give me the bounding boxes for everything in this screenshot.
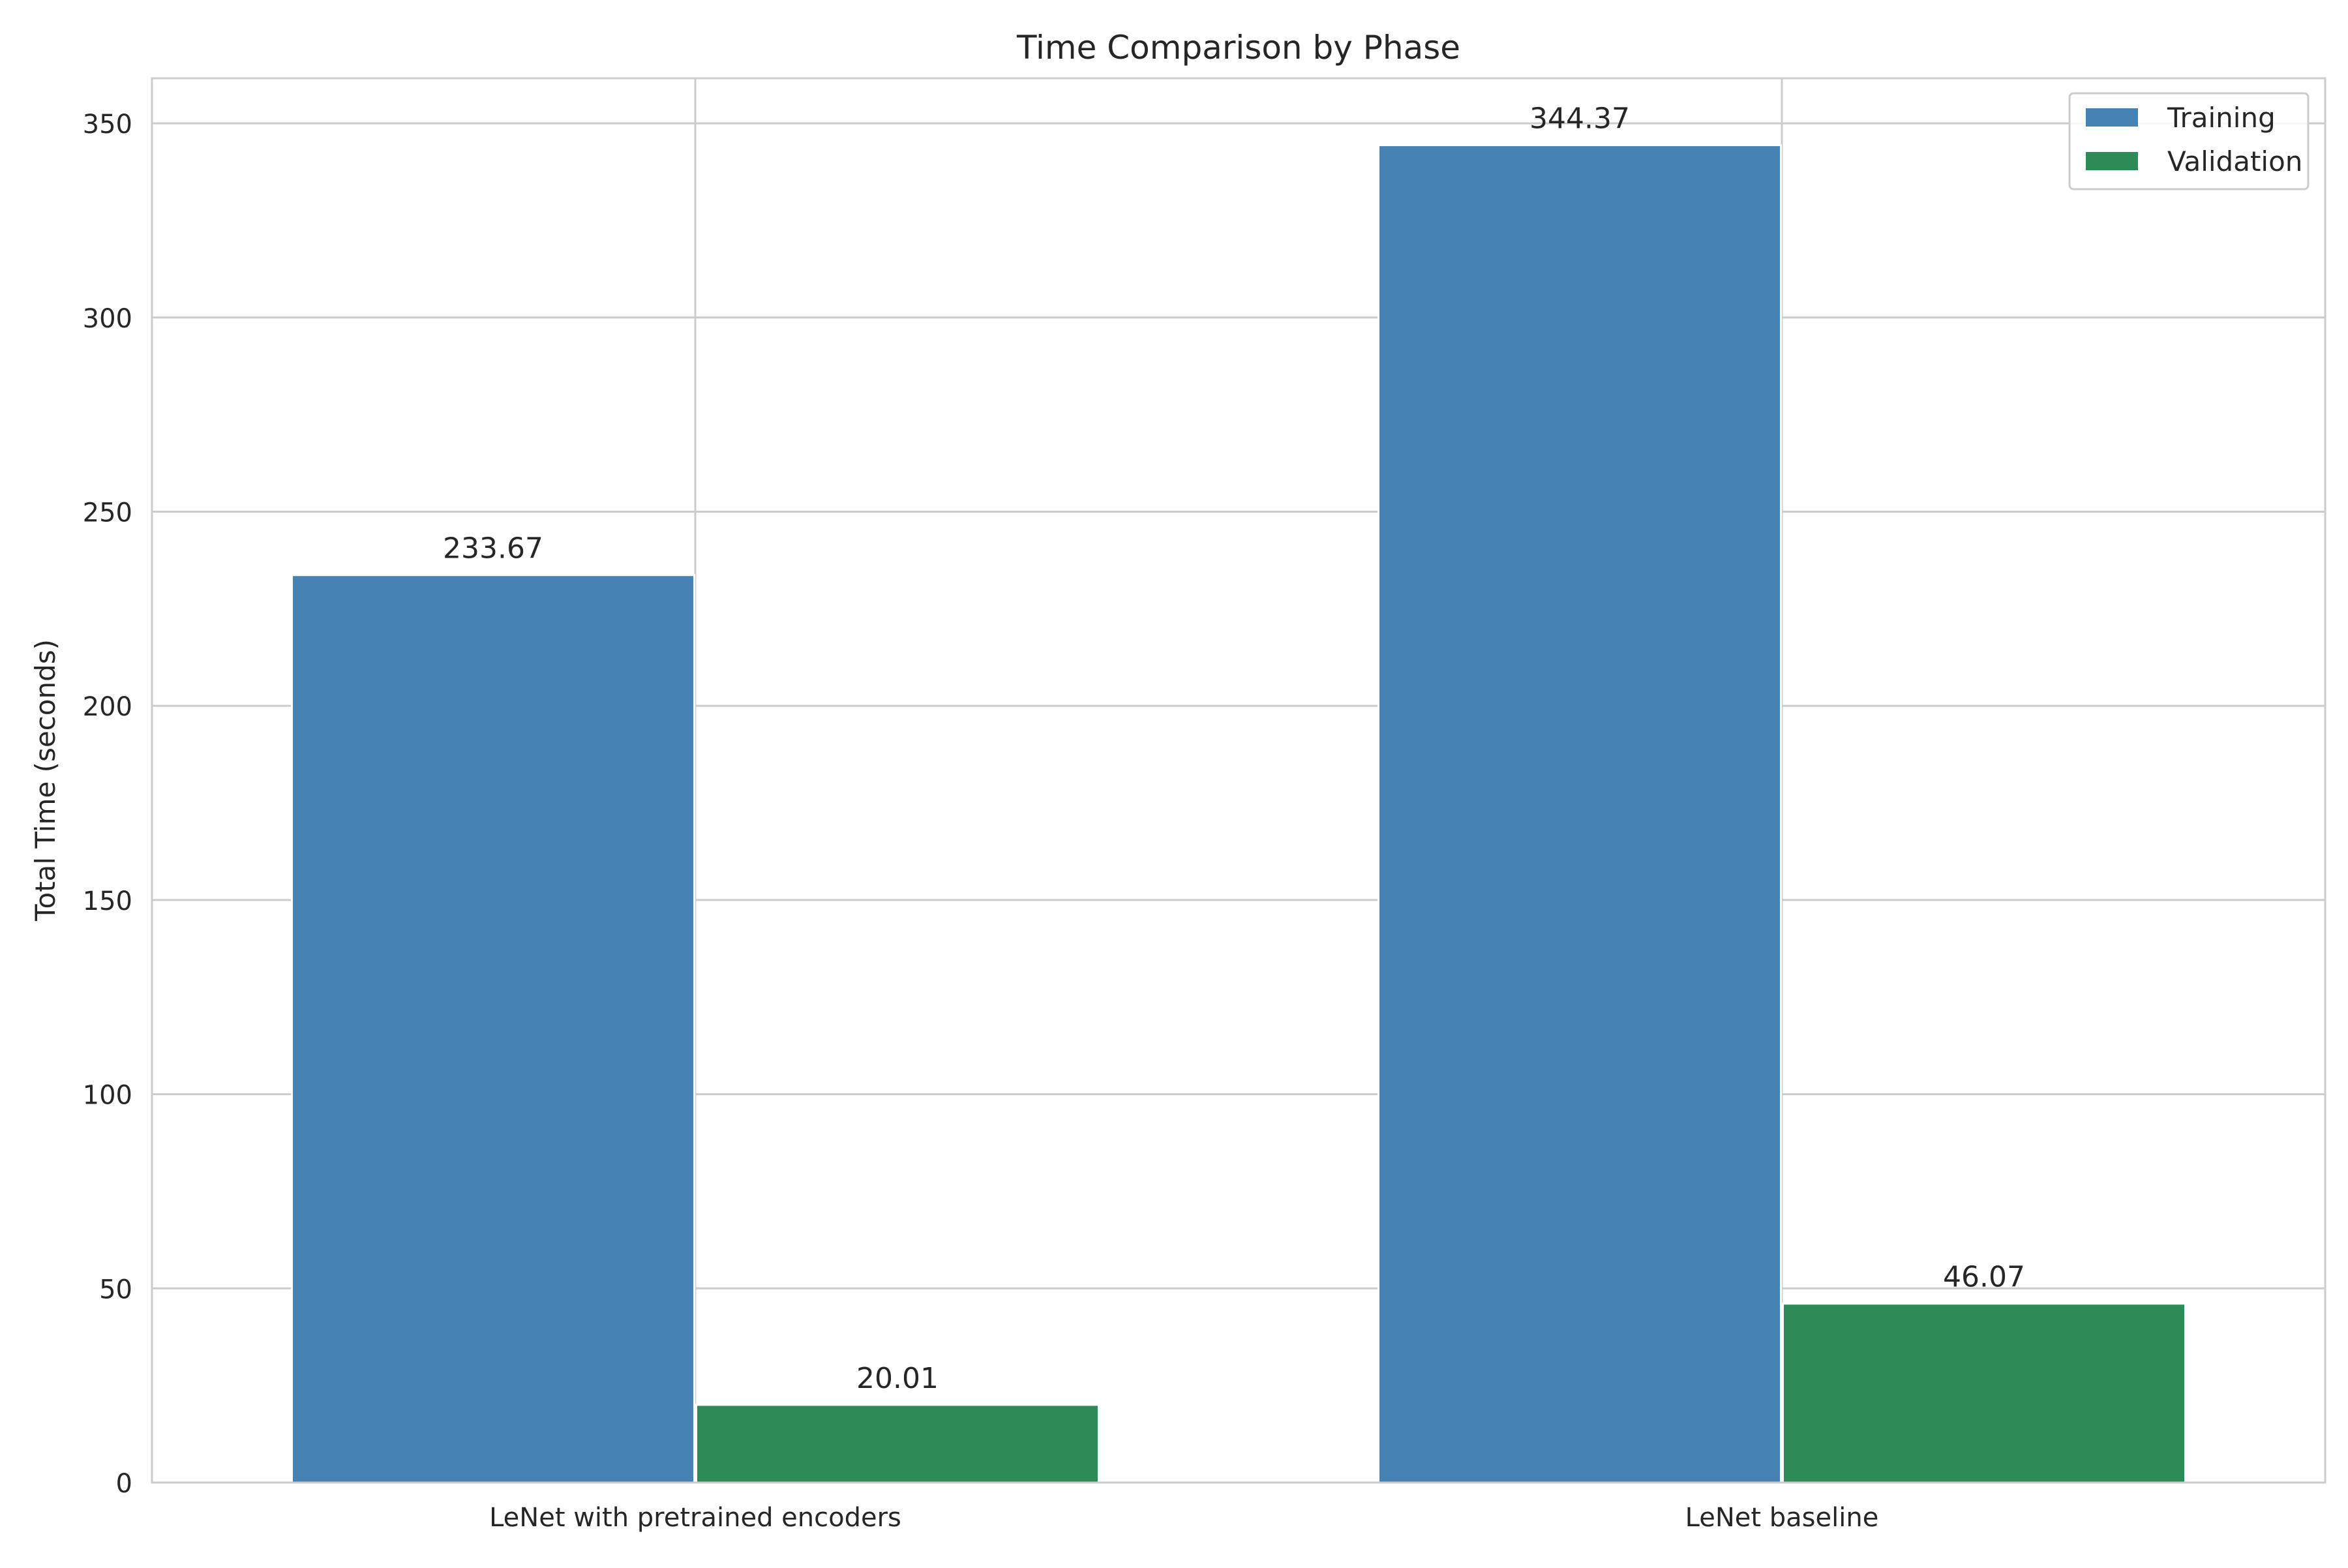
- y-tick-label: 300: [83, 304, 132, 334]
- y-tick-label: 0: [116, 1469, 132, 1499]
- chart-title: Time Comparison by Phase: [1016, 29, 1460, 67]
- bar-value-label: 46.07: [1943, 1261, 2025, 1294]
- x-tick-label: LeNet baseline: [1685, 1503, 1879, 1533]
- bar-value-labels: 233.67 344.37 20.01 46.07: [443, 102, 2025, 1395]
- x-axis-ticks: LeNet with pretrained encoders LeNet base…: [489, 1503, 1878, 1533]
- legend-swatch-training: [2086, 108, 2138, 127]
- y-axis-label: Total Time (seconds): [29, 639, 61, 922]
- legend-label-training: Training: [2167, 102, 2276, 134]
- y-tick-label: 250: [83, 498, 132, 528]
- bar-validation: [1782, 1303, 2186, 1484]
- bar-training: [1377, 144, 1782, 1484]
- y-axis-ticks: 0 50 100 150 200 250 300 350: [83, 110, 132, 1499]
- legend-label-validation: Validation: [2167, 145, 2302, 177]
- legend: Training Validation: [2068, 92, 2310, 190]
- bars: [291, 144, 2186, 1484]
- y-tick-label: 100: [83, 1081, 132, 1111]
- x-tick-label: LeNet with pretrained encoders: [489, 1503, 901, 1533]
- plot-frame: [151, 77, 2326, 1484]
- y-tick-label: 50: [99, 1274, 132, 1304]
- y-tick-label: 350: [83, 110, 132, 140]
- y-tick-label: 200: [83, 692, 132, 722]
- legend-swatch-validation: [2086, 152, 2138, 170]
- y-tick-label: 150: [83, 886, 132, 916]
- bar-training: [291, 574, 695, 1484]
- bar-validation: [695, 1404, 1100, 1484]
- bar-value-label: 20.01: [856, 1362, 939, 1395]
- bar-value-label: 233.67: [443, 532, 543, 565]
- bar-value-label: 344.37: [1529, 102, 1630, 136]
